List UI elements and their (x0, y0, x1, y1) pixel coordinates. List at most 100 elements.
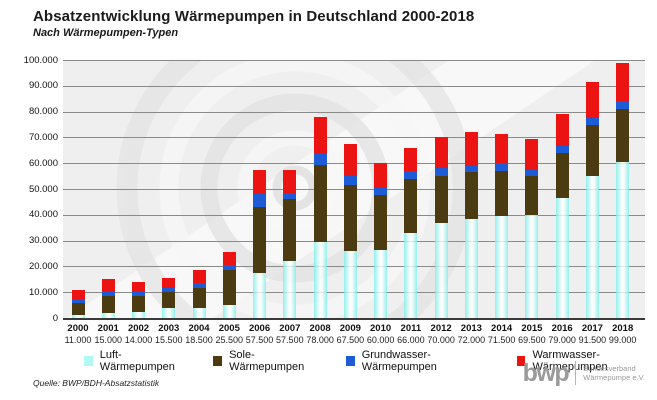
bar-segment-sole (434, 176, 448, 223)
x-axis-year-label: 2006 (248, 323, 271, 334)
x-axis-total-label: 57.500 (245, 334, 274, 345)
bar-segment-luft (495, 216, 509, 318)
legend-swatch (516, 356, 526, 366)
legend-item: Grundwasser-Wärmepumpen (345, 349, 488, 373)
bar-segment-grundwasser (404, 170, 418, 179)
bar-segment-luft (464, 218, 478, 318)
bar-segment-grundwasser (616, 101, 630, 110)
x-axis-year-label: 2008 (309, 323, 331, 334)
legend-label: Sole-Wärmepumpen (229, 349, 305, 373)
bar-2010 (374, 60, 388, 318)
bar-segment-warmwasser (404, 147, 418, 171)
bar-segment-grundwasser (555, 146, 569, 153)
bar-segment-warmwasser (283, 169, 297, 193)
legend-swatch (345, 356, 355, 366)
bar-2004 (192, 60, 206, 318)
x-axis-total-label: 14.000 (124, 334, 153, 345)
x-axis-total-label: 57.500 (276, 334, 304, 345)
bar-segment-warmwasser (222, 252, 236, 266)
bar-segment-grundwasser (374, 187, 388, 196)
bar-segment-sole (253, 207, 267, 273)
x-axis-total-label: 60.000 (366, 334, 395, 345)
bar-segment-luft (101, 312, 115, 318)
bar-segment-luft (555, 198, 569, 318)
x-axis-total-label: 25.500 (215, 334, 244, 345)
x-axis-year-label: 2013 (460, 323, 482, 334)
logo-org-name: Bundesverband Wärmepumpe e.V. (583, 364, 645, 382)
source-note: Quelle: BWP/BDH-Absatzstatistik (33, 378, 160, 388)
x-axis-year-label: 2000 (67, 323, 89, 334)
bar-segment-warmwasser (495, 133, 509, 164)
x-axis-total-label: 66.000 (397, 334, 425, 345)
x-axis-year-label: 2011 (400, 323, 422, 334)
bar-segment-luft (192, 307, 206, 318)
gridline (63, 85, 645, 87)
bar-segment-luft (434, 222, 448, 318)
x-axis-total-label: 78.000 (306, 334, 334, 345)
bar-segment-grundwasser (222, 265, 236, 271)
x-axis-year-label: 2009 (339, 323, 361, 334)
bar-segment-sole (616, 109, 630, 162)
x-axis-total-label: 11.000 (64, 334, 92, 345)
y-axis-tick-label: 0 (52, 312, 58, 324)
logo-org-line2: Wärmepumpe e.V. (583, 373, 645, 382)
legend-label: Warmwasser-Wärmepumpen (532, 349, 608, 373)
gridline (63, 60, 645, 61)
bar-segment-sole (374, 195, 388, 250)
x-axis-total-label: 69.500 (518, 334, 546, 345)
bar-segment-luft (283, 261, 297, 318)
bar-2009 (343, 60, 357, 318)
bar-segment-luft (343, 250, 357, 318)
x-axis-year-label: 2007 (279, 323, 301, 334)
bar-2007 (283, 60, 297, 318)
bar-2015 (525, 60, 539, 318)
x-axis-year-label: 2012 (430, 323, 452, 334)
bar-segment-warmwasser (162, 278, 176, 289)
x-axis-total-label: 70.000 (427, 334, 455, 345)
gridline (63, 111, 645, 113)
bar-segment-sole (313, 164, 327, 242)
bar-2001 (101, 60, 115, 318)
bar-2003 (162, 60, 176, 318)
bar-2014 (495, 60, 509, 318)
bar-segment-warmwasser (313, 116, 327, 153)
bar-segment-warmwasser (525, 138, 539, 170)
bar-segment-luft (71, 315, 85, 318)
bar-segment-grundwasser (343, 176, 357, 186)
bar-segment-grundwasser (495, 163, 509, 171)
x-axis-year-label: 2001 (97, 323, 119, 334)
x-axis-year-label: 2010 (370, 323, 392, 334)
bar-segment-warmwasser (253, 169, 267, 195)
y-axis-tick-label: 30.000 (28, 235, 58, 247)
bar-2012 (434, 60, 448, 318)
x-axis-year-label: 2003 (158, 323, 180, 334)
bar-2016 (555, 60, 569, 318)
bar-segment-luft (313, 241, 327, 318)
y-axis-tick-label: 20.000 (28, 260, 58, 272)
bar-segment-luft (585, 176, 599, 318)
bar-2006 (253, 60, 267, 318)
bar-segment-grundwasser (525, 169, 539, 177)
bar-segment-warmwasser (616, 62, 630, 102)
x-axis-total-label: 15.000 (94, 334, 123, 345)
bar-segment-warmwasser (555, 114, 569, 147)
bar-segment-grundwasser (162, 288, 176, 293)
bar-segment-grundwasser (132, 292, 146, 297)
bar-segment-grundwasser (585, 118, 599, 125)
bar-segment-sole (192, 288, 206, 308)
x-axis-total-label: 79.000 (548, 334, 576, 345)
bar-segment-warmwasser (132, 281, 146, 293)
x-axis-year-label: 2015 (521, 323, 543, 334)
logo-divider (575, 361, 577, 385)
page-subtitle: Nach Wärmepumpen-Typen (33, 27, 179, 39)
legend-label: Luft-Wärmepumpen (99, 349, 175, 373)
bar-segment-sole (464, 172, 478, 219)
bar-2013 (464, 60, 478, 318)
x-axis-year-label: 2018 (612, 323, 634, 334)
legend-label: Grundwasser-Wärmepumpen (361, 349, 437, 373)
x-axis-year-label: 2014 (491, 323, 513, 334)
y-axis-tick-label: 50.000 (28, 183, 58, 195)
bar-segment-sole (71, 302, 85, 316)
bar-segment-warmwasser (343, 143, 357, 177)
page-title: Absatzentwicklung Wärmepumpen in Deutsch… (33, 8, 475, 25)
